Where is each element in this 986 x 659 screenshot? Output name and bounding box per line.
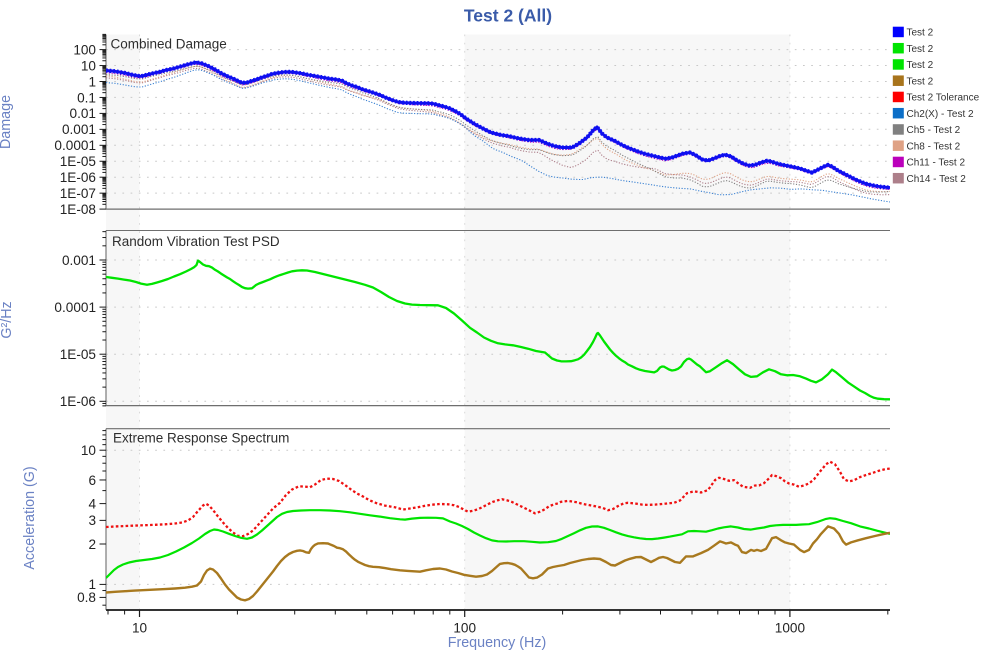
svg-text:Extreme Response Spectrum: Extreme Response Spectrum [113, 431, 289, 446]
svg-text:0.1: 0.1 [77, 90, 96, 105]
svg-text:1E-05: 1E-05 [60, 347, 96, 362]
svg-text:Ch11 - Test 2: Ch11 - Test 2 [907, 158, 966, 169]
svg-text:Test 2: Test 2 [907, 44, 934, 55]
svg-text:Ch14 - Test 2: Ch14 - Test 2 [907, 174, 967, 185]
svg-text:Combined Damage: Combined Damage [111, 37, 227, 52]
svg-text:Ch8 - Test 2: Ch8 - Test 2 [907, 141, 961, 152]
svg-text:2: 2 [88, 537, 96, 552]
svg-text:Test 2: Test 2 [907, 28, 934, 39]
svg-text:1E-06: 1E-06 [60, 394, 96, 409]
svg-text:Test 2 Tolerance: Test 2 Tolerance [907, 93, 980, 104]
svg-text:0.001: 0.001 [62, 122, 96, 137]
svg-text:10: 10 [81, 443, 97, 458]
svg-text:1E-06: 1E-06 [60, 170, 96, 185]
svg-text:1E-05: 1E-05 [60, 154, 96, 169]
svg-text:0.001: 0.001 [62, 253, 96, 268]
svg-text:100: 100 [73, 42, 96, 57]
svg-text:Test 2: Test 2 [907, 60, 934, 71]
svg-text:0.8: 0.8 [77, 590, 96, 605]
svg-text:G²/Hz: G²/Hz [0, 301, 15, 338]
svg-text:1: 1 [88, 577, 96, 592]
svg-text:Test 2: Test 2 [907, 76, 934, 87]
svg-text:1E-08: 1E-08 [60, 202, 96, 217]
svg-text:Ch5 - Test 2: Ch5 - Test 2 [907, 125, 961, 136]
svg-text:3: 3 [88, 513, 96, 528]
svg-text:Ch2(X) - Test 2: Ch2(X) - Test 2 [907, 109, 974, 120]
svg-text:Damage: Damage [0, 95, 14, 149]
svg-text:6: 6 [88, 473, 96, 488]
svg-text:1000: 1000 [775, 621, 806, 636]
svg-text:Frequency (Hz): Frequency (Hz) [448, 635, 547, 651]
svg-text:0.01: 0.01 [70, 106, 96, 121]
svg-text:Acceleration (G): Acceleration (G) [22, 466, 38, 569]
svg-text:0.0001: 0.0001 [54, 138, 96, 153]
svg-text:Random Vibration Test PSD: Random Vibration Test PSD [112, 234, 280, 249]
svg-text:1: 1 [88, 74, 96, 89]
svg-text:Test 2 (All): Test 2 (All) [464, 6, 552, 26]
svg-text:1E-07: 1E-07 [60, 186, 96, 201]
svg-text:100: 100 [453, 621, 476, 636]
svg-text:0.0001: 0.0001 [54, 300, 96, 315]
svg-text:4: 4 [88, 496, 96, 511]
svg-text:10: 10 [81, 58, 97, 73]
svg-text:10: 10 [132, 621, 148, 636]
